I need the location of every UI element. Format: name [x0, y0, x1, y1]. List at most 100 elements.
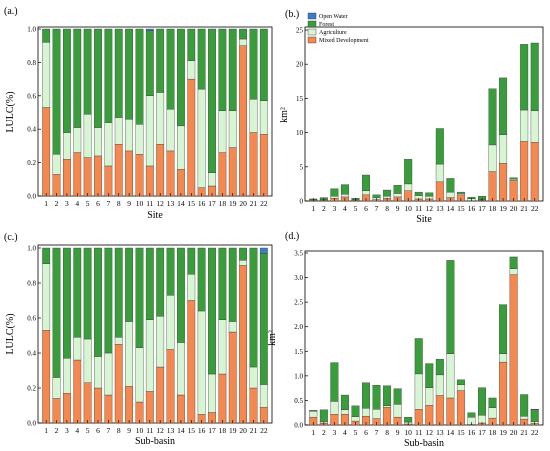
panel-a-frame	[37, 26, 273, 197]
panel-c-xtick-label: 19	[229, 426, 237, 435]
panel-a-bar-forest	[156, 28, 165, 93]
panel-b-ylabel: km²	[279, 107, 290, 123]
panel-c-bar-mixed-development	[135, 401, 144, 424]
panel-c-bar-agriculture	[73, 337, 82, 361]
panel-c-xtick-label: 16	[198, 426, 206, 435]
panel-c-bar-forest	[239, 247, 247, 261]
panel-a-bar-agriculture	[63, 132, 71, 160]
panel-d-bar-agriculture	[372, 409, 381, 419]
panel-d-plot: 0.00.51.01.52.02.53.03.51 2 3 4 5 6 7 8 9 10 11 12 1…	[294, 250, 538, 438]
panel-d-bar-forest	[509, 256, 518, 269]
panel-b-bar-mixed-development	[520, 141, 529, 202]
legend-label-open-water: Open Water	[319, 14, 348, 20]
panel-c-bar-forest	[145, 247, 154, 320]
panel-a-bar-forest	[125, 28, 133, 120]
panel-d-bar-forest	[393, 388, 402, 405]
panel-a-bar-mixed-development	[94, 155, 102, 197]
panel-b-xtick-label: 17	[478, 204, 486, 213]
panel-c-bar-mixed-development	[187, 300, 196, 424]
panel-c-bar-forest	[187, 247, 196, 275]
panel-d-ytick-label: 0.5	[294, 397, 303, 405]
panel-c-label: (c.)	[4, 232, 18, 243]
panel-c-xtick-label: 10	[136, 426, 144, 435]
panel-c-bar-agriculture	[218, 319, 227, 375]
panel-c-bar-agriculture	[228, 321, 237, 333]
panel-a-xtick-label: 9	[127, 199, 131, 208]
panel-d-bar-agriculture	[488, 407, 497, 419]
panel-b-xtick-label: 19	[499, 204, 507, 213]
panel-c-bar-agriculture	[249, 366, 258, 389]
panel-d-bar-forest	[467, 412, 476, 418]
panel-c-bar-forest	[63, 247, 71, 359]
panel-d-bar-forest	[435, 358, 444, 376]
panel-b-xtick-label: 16	[468, 204, 476, 213]
panel-d-bar-forest	[456, 379, 465, 385]
panel-d-bar-mixed-development	[509, 274, 518, 426]
panel-a-bar-mixed-development	[218, 152, 227, 197]
panel-a-bar-agriculture	[114, 117, 123, 145]
panel-c-bar-forest	[135, 247, 144, 348]
panel-d-xtick-label: 16	[468, 428, 476, 437]
panel-a-xtick-label: 1	[44, 199, 48, 208]
panel-a-bar-agriculture	[239, 38, 247, 46]
panel-a-bar-agriculture	[135, 124, 144, 155]
panel-d-bar-forest	[499, 304, 508, 354]
panel-a-xtick-label: 7	[106, 199, 110, 208]
panel-b-xtick-label: 15	[457, 204, 465, 213]
panel-b-xtick-label: 2	[322, 204, 326, 213]
panel-c-ylabel: LULC(%)	[5, 313, 16, 354]
panel-b-xtick-label: 21	[520, 204, 528, 213]
panel-a-xtick-label: 3	[65, 199, 69, 208]
panel-b-xtick-label: 6	[364, 204, 368, 213]
panel-c-xtick-label: 22	[260, 426, 268, 435]
panel-d-bar-mixed-development	[456, 390, 465, 426]
panel-c-bar-forest	[228, 247, 237, 322]
panel-c-xtick-label: 18	[219, 426, 227, 435]
panel-a-xtick-label: 17	[208, 199, 216, 208]
panel-c-bar-agriculture	[125, 321, 133, 387]
panel-a: (a.) 0.00.20.40.60.81.01 2 3 4 5 6 7 8 9 10 11 12 13…	[4, 6, 273, 221]
panel-c-bar-open-water	[259, 247, 268, 254]
panel-d-bar-agriculture	[425, 387, 434, 406]
panel-c-ytick-label: 0.4	[27, 350, 36, 358]
panel-d-xtick-label: 17	[478, 428, 486, 437]
panel-b-bar-forest	[446, 178, 455, 193]
panel-c-bar-agriculture	[156, 316, 165, 368]
panel-c-ytick-label: 0.8	[27, 280, 36, 288]
panel-b-bar-forest	[435, 128, 444, 165]
panel-c-bar-mixed-development	[63, 393, 71, 424]
panel-b-bar-agriculture	[446, 191, 455, 198]
panel-b-xtick-label: 10	[404, 204, 412, 213]
panel-d-xtick-label: 5	[354, 428, 358, 437]
panel-a-ytick-label: 1.0	[27, 26, 36, 34]
panel-c-xtick-label: 11	[146, 426, 153, 435]
panel-d-bar-agriculture	[414, 373, 423, 410]
panel-d: (d.) 0.00.51.01.52.02.53.03.51 2 3 4 5 6 7 8 9 10…	[267, 231, 544, 449]
panel-b-bar-forest	[530, 42, 539, 111]
panel-c-xtick-label: 12	[156, 426, 164, 435]
panel-a-bar-forest	[73, 28, 82, 128]
panel-a-xtick-label: 16	[198, 199, 206, 208]
panel-a-ytick-label: 0.2	[27, 159, 36, 167]
panel-b-bar-agriculture	[362, 190, 370, 196]
panel-a-bar-mixed-development	[125, 150, 133, 197]
panel-b-ytick-label: 10	[296, 129, 304, 137]
panel-b-bar-forest	[456, 191, 465, 194]
panel-a-xtick-label: 14	[177, 199, 185, 208]
panel-a-bar-forest	[187, 28, 196, 61]
panel-a-xtick-label: 12	[156, 199, 164, 208]
panel-b-bar-forest	[414, 191, 423, 196]
panel-a-xlabel: Site	[147, 210, 163, 221]
panel-a-bar-agriculture	[52, 154, 61, 175]
panel-d-ytick-label: 1.5	[294, 348, 303, 356]
panel-a-ytick-label: 0.0	[27, 193, 36, 201]
panel-a-bar-agriculture	[83, 113, 92, 158]
panel-d-ytick-label: 2.0	[294, 323, 303, 331]
panel-c-bar-agriculture	[104, 352, 113, 396]
panel-c-xlabel: Sub-basin	[135, 436, 175, 447]
panel-a-bar-mixed-development	[239, 45, 247, 197]
panel-a-bar-agriculture	[259, 100, 268, 135]
panel-b-ytick-label: 0	[300, 198, 304, 206]
panel-d-bar-agriculture	[435, 374, 444, 396]
